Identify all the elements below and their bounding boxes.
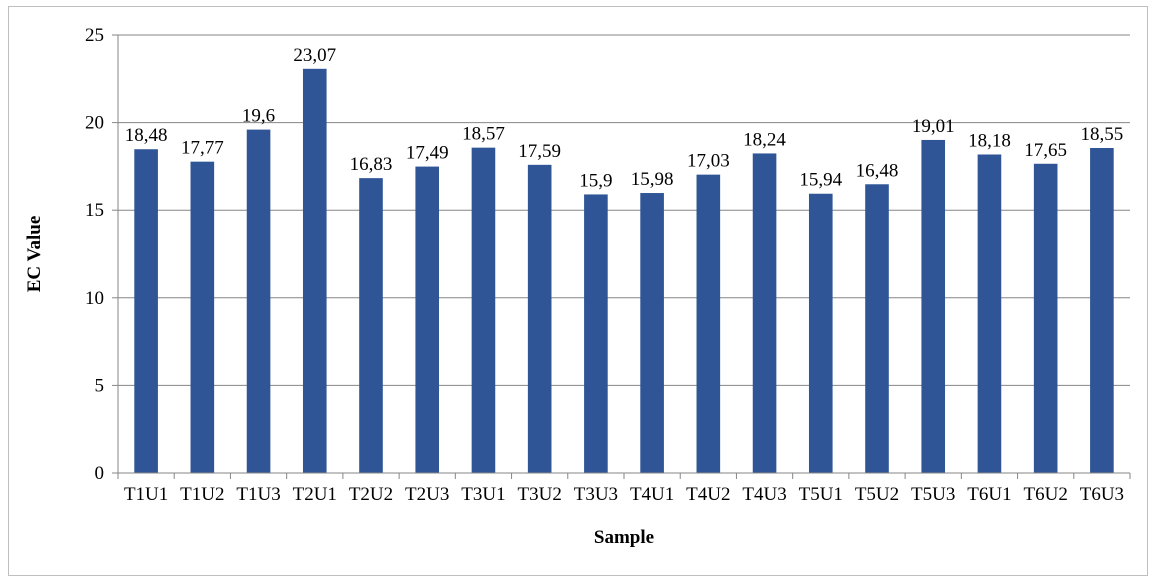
data-label: 17,49 xyxy=(406,143,449,164)
x-axis-title: Sample xyxy=(594,527,654,548)
data-label: 18,18 xyxy=(968,130,1011,151)
bar-t2u3 xyxy=(415,166,440,473)
x-tick-label: T4U2 xyxy=(686,484,730,505)
data-label: 19,01 xyxy=(912,116,955,137)
y-tick-label: 10 xyxy=(85,288,104,309)
y-tick-label: 20 xyxy=(85,113,104,134)
bars xyxy=(134,68,1114,474)
axes xyxy=(112,34,1131,479)
bar-t4u1 xyxy=(640,193,664,473)
x-tick-label: T2U1 xyxy=(293,484,337,505)
data-label: 15,9 xyxy=(579,170,612,191)
bar-t4u3 xyxy=(752,153,777,474)
x-tick-label: T5U3 xyxy=(911,484,955,505)
y-tick-label: 5 xyxy=(95,375,105,396)
x-tick-label: T3U1 xyxy=(461,484,505,505)
x-tick-label: T5U2 xyxy=(855,484,899,505)
bar-t5u1 xyxy=(808,193,833,473)
bar-t1u1 xyxy=(134,149,158,473)
data-label: 16,48 xyxy=(856,160,899,181)
data-label: 19,6 xyxy=(242,106,275,127)
bar-t5u3 xyxy=(921,139,946,473)
y-tick-label: 15 xyxy=(85,200,104,221)
bar-t6u2 xyxy=(1033,163,1058,473)
data-label: 18,48 xyxy=(125,125,168,146)
bar-t5u2 xyxy=(865,184,889,474)
x-tick-label: T2U2 xyxy=(349,484,393,505)
x-tick-label: T2U3 xyxy=(405,484,449,505)
data-label: 17,65 xyxy=(1024,140,1067,161)
x-tick-label: T6U1 xyxy=(967,484,1011,505)
data-label: 17,59 xyxy=(518,141,561,162)
data-label: 18,24 xyxy=(743,129,786,150)
data-label: 17,03 xyxy=(687,151,730,172)
x-tick-label: T1U3 xyxy=(236,484,280,505)
labels: 0 5 10 15 20 25 18,48 T1U1 17,77 T1U2 19,6 T1U3 23,0… xyxy=(85,25,1124,505)
data-label: 15,98 xyxy=(631,169,674,190)
x-tick-label: T1U1 xyxy=(124,484,168,505)
bar-t3u3 xyxy=(584,194,608,473)
y-axis-title: EC Value xyxy=(24,216,45,293)
chart-frame xyxy=(8,6,1148,576)
x-tick-label: T3U2 xyxy=(518,484,562,505)
bar-t1u2 xyxy=(190,161,215,473)
x-tick-label: T4U3 xyxy=(742,484,786,505)
x-tick-label: T4U1 xyxy=(630,484,674,505)
bar-t1u3 xyxy=(246,129,271,473)
x-tick-label: T5U1 xyxy=(799,484,843,505)
bar-t6u1 xyxy=(977,154,1002,474)
data-label: 18,55 xyxy=(1081,124,1124,145)
bar-t4u2 xyxy=(696,174,721,473)
data-label: 15,94 xyxy=(799,170,842,191)
y-tick-label: 0 xyxy=(95,463,105,484)
bar-t6u3 xyxy=(1090,148,1114,473)
data-label: 23,07 xyxy=(293,45,336,66)
x-tick-label: T6U3 xyxy=(1080,484,1124,505)
x-tick-label: T6U2 xyxy=(1024,484,1068,505)
x-tick-label: T3U3 xyxy=(574,484,618,505)
bar-t3u1 xyxy=(471,147,496,473)
y-tick-label: 25 xyxy=(85,25,104,46)
bar-t3u2 xyxy=(527,164,552,474)
data-label: 16,83 xyxy=(350,154,393,175)
gridlines xyxy=(118,34,1130,386)
bar-t2u2 xyxy=(359,178,383,473)
data-label: 18,57 xyxy=(462,124,505,145)
data-label: 17,77 xyxy=(181,138,224,159)
x-tick-label: T1U2 xyxy=(180,484,224,505)
bar-t2u1 xyxy=(302,68,327,473)
